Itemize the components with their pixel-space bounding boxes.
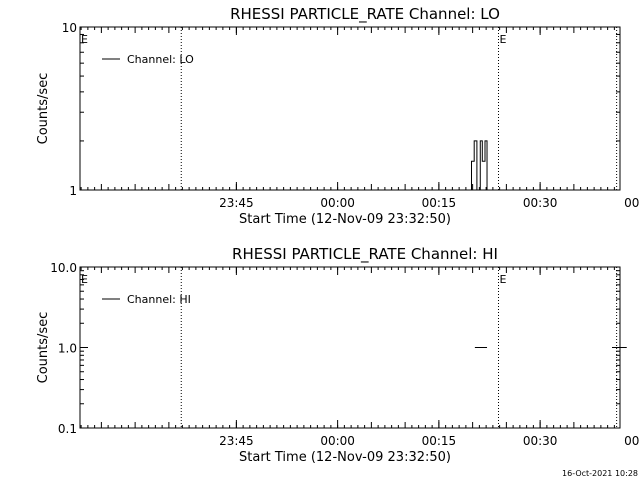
event-marker-label: E bbox=[81, 273, 88, 286]
x-tick-label: 00:00 bbox=[320, 196, 355, 210]
x-axis-label: Start Time (12-Nov-09 23:32:50) bbox=[239, 212, 451, 227]
chart-title-1: RHESSI PARTICLE_RATE Channel: LO bbox=[230, 5, 500, 24]
chart-title-2: RHESSI PARTICLE_RATE Channel: HI bbox=[232, 245, 498, 264]
event-marker-label: E bbox=[500, 33, 507, 46]
x-tick-label: 00:00 bbox=[320, 434, 355, 448]
x-tick-label: 00:30 bbox=[523, 196, 558, 210]
legend-label: Channel: LO bbox=[127, 53, 194, 66]
y-tick-label: 10 bbox=[62, 21, 77, 35]
legend-label: Channel: HI bbox=[127, 293, 191, 306]
y-axis-label: Counts/sec bbox=[36, 312, 51, 384]
y-tick-label: 1.0 bbox=[58, 342, 77, 356]
x-tick-label: 00:30 bbox=[523, 434, 558, 448]
x-tick-label: 00:45 bbox=[624, 196, 640, 210]
y-axis-label: Counts/sec bbox=[36, 73, 51, 145]
x-tick-label: 00:15 bbox=[422, 434, 457, 448]
x-tick-label: 00:45 bbox=[624, 434, 640, 448]
series-line bbox=[471, 140, 488, 191]
event-marker-label: E bbox=[81, 33, 88, 46]
y-tick-label: 10.0 bbox=[50, 261, 77, 275]
plot-frame-1 bbox=[79, 26, 621, 191]
plot-frame-2 bbox=[79, 266, 621, 429]
y-tick-label: 1 bbox=[69, 184, 77, 198]
x-tick-label: 23:45 bbox=[219, 434, 254, 448]
y-tick-label: 0.1 bbox=[58, 422, 77, 436]
x-tick-label: 00:15 bbox=[422, 196, 457, 210]
x-tick-label: 23:45 bbox=[219, 196, 254, 210]
generation-timestamp: 16-Oct-2021 10:28 bbox=[562, 469, 638, 478]
event-marker-label: E bbox=[500, 273, 507, 286]
x-axis-label: Start Time (12-Nov-09 23:32:50) bbox=[239, 450, 451, 465]
